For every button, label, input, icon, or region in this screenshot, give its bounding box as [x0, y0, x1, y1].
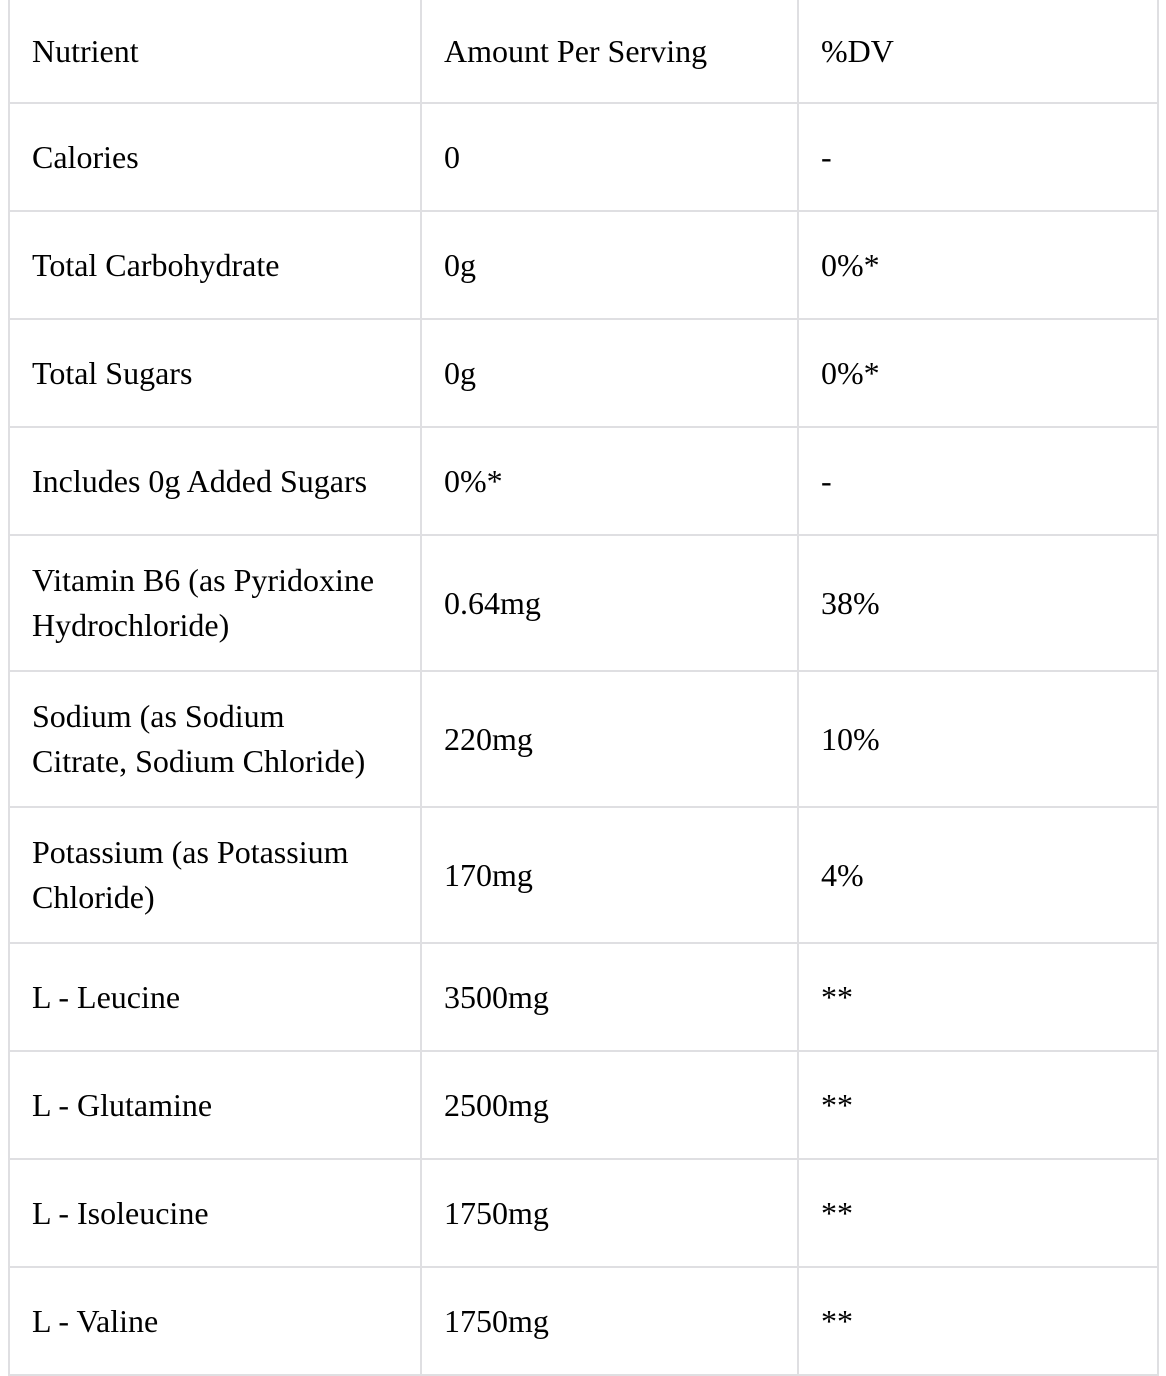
cell-nutrient: L - Valine — [8, 1266, 422, 1376]
cell-amount-per-serving: 1750mg — [420, 1158, 799, 1268]
table-row: L - Leucine 3500mg ** — [8, 942, 1159, 1052]
cell-nutrient: Calories — [8, 102, 422, 212]
cell-nutrient: Sodium (as Sodium Citrate, Sodium Chlori… — [8, 670, 422, 808]
table-row: L - Glutamine 2500mg ** — [8, 1050, 1159, 1160]
table-row: Vitamin B6 (as Pyridoxine Hydrochloride)… — [8, 534, 1159, 672]
cell-amount-per-serving: 2500mg — [420, 1050, 799, 1160]
table-body: Calories 0- Total Carbohydrate 0g 0%* Total S… — [8, 102, 1159, 1376]
cell-nutrient: L - Leucine — [8, 942, 422, 1052]
table-row: Potassium (as Potassium Chloride) 170mg 4% — [8, 806, 1159, 944]
cell-dv: ** — [797, 1158, 1159, 1268]
cell-dv: ** — [797, 1050, 1159, 1160]
cell-amount-per-serving: 0%* — [420, 426, 799, 536]
table-row: Total Carbohydrate 0g 0%* — [8, 210, 1159, 320]
cell-nutrient: Total Carbohydrate — [8, 210, 422, 320]
cell-nutrient: L - Glutamine — [8, 1050, 422, 1160]
cell-dv: - — [797, 102, 1159, 212]
nutrition-facts-table: Nutrient Amount Per Serving %DV Calories… — [8, 0, 1159, 1376]
cell-nutrient: Total Sugars — [8, 318, 422, 428]
table-row: Sodium (as Sodium Citrate, Sodium Chlori… — [8, 670, 1159, 808]
cell-dv: 4% — [797, 806, 1159, 944]
table-row: Includes 0g Added Sugars 0%* - — [8, 426, 1159, 536]
cell-dv: ** — [797, 942, 1159, 1052]
cell-amount-per-serving: 1750mg — [420, 1266, 799, 1376]
cell-nutrient: Includes 0g Added Sugars — [8, 426, 422, 536]
cell-dv: 10% — [797, 670, 1159, 808]
column-header-dv: %DV — [797, 0, 1159, 104]
cell-amount-per-serving: 0.64mg — [420, 534, 799, 672]
cell-amount-per-serving: 0g — [420, 210, 799, 320]
column-header-nutrient: Nutrient — [8, 0, 422, 104]
cell-dv: - — [797, 426, 1159, 536]
table-row: Total Sugars 0g 0%* — [8, 318, 1159, 428]
table-row: Calories 0- — [8, 102, 1159, 212]
table-row: L - Valine 1750mg ** — [8, 1266, 1159, 1376]
cell-dv: 38% — [797, 534, 1159, 672]
cell-nutrient: Potassium (as Potassium Chloride) — [8, 806, 422, 944]
cell-nutrient: L - Isoleucine — [8, 1158, 422, 1268]
cell-dv: 0%* — [797, 210, 1159, 320]
cell-amount-per-serving: 0g — [420, 318, 799, 428]
column-header-amount-per-serving: Amount Per Serving — [420, 0, 799, 104]
table-header-row: Nutrient Amount Per Serving %DV — [8, 0, 1159, 104]
cell-dv: ** — [797, 1266, 1159, 1376]
table-row: L - Isoleucine 1750mg ** — [8, 1158, 1159, 1268]
cell-dv: 0%* — [797, 318, 1159, 428]
cell-amount-per-serving: 220mg — [420, 670, 799, 808]
cell-amount-per-serving: 170mg — [420, 806, 799, 944]
cell-amount-per-serving: 3500mg — [420, 942, 799, 1052]
cell-amount-per-serving: 0 — [420, 102, 799, 212]
cell-nutrient: Vitamin B6 (as Pyridoxine Hydrochloride) — [8, 534, 422, 672]
